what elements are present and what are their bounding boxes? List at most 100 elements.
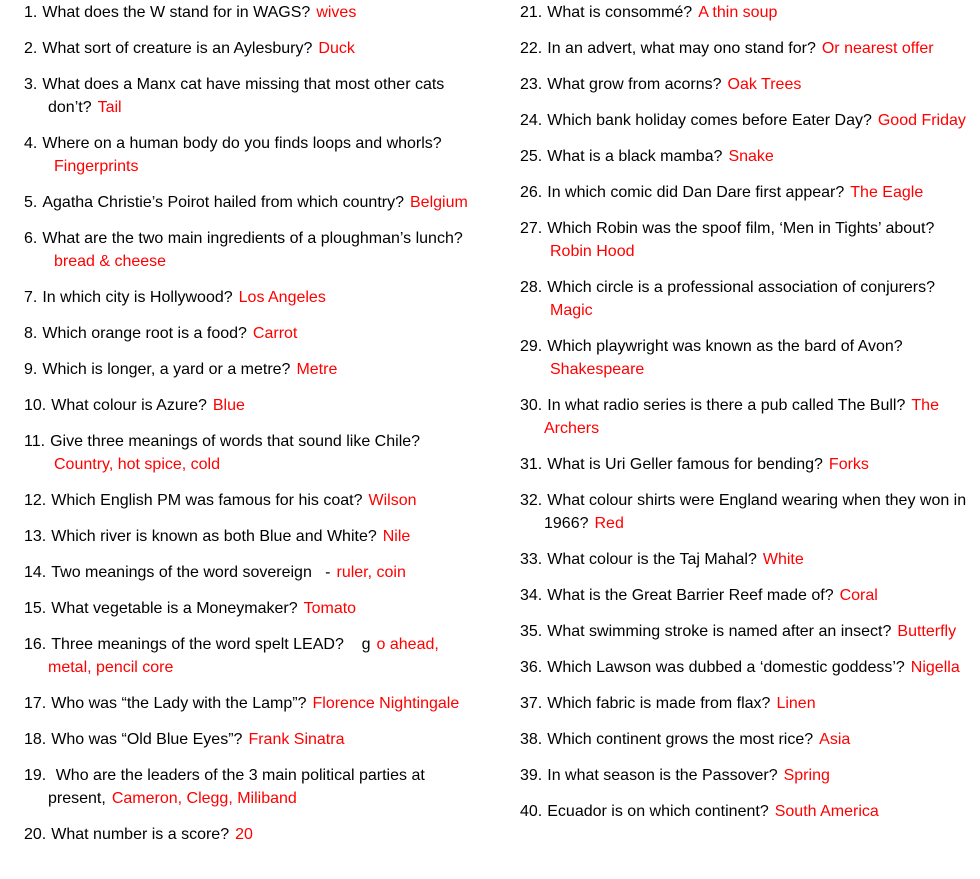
item-number: 11. [24, 433, 46, 450]
quiz-item: 4. Where on a human body do you finds loo… [24, 132, 482, 178]
quiz-item: 9. Which is longer, a yard or a metre? Met… [24, 358, 482, 381]
question: What number is a score? [51, 826, 230, 843]
quiz-item: 26. In which comic did Dan Dare first app… [520, 181, 980, 204]
item-number: 14. [24, 564, 47, 581]
item-number: 36. [520, 659, 543, 676]
answer: Metre [296, 361, 338, 378]
question: In which comic did Dan Dare first appear… [547, 184, 845, 201]
question: Agatha Christie’s Poirot hailed from whi… [42, 194, 404, 211]
quiz-item: 36. Which Lawson was dubbed a ‘domestic g… [520, 656, 980, 679]
quiz-item: 37. Which fabric is made from flax? Linen [520, 692, 980, 715]
item-number: 24. [520, 112, 543, 129]
answer: Forks [828, 456, 869, 473]
quiz-item: 14. Two meanings of the word sovereign - r… [24, 561, 482, 584]
quiz-item: 28. Which circle is a professional associ… [520, 276, 980, 322]
item-number: 17. [24, 695, 47, 712]
question: Give three meanings of words that sound … [50, 433, 421, 450]
quiz-item: 8. Which orange root is a food? Carrot [24, 322, 482, 345]
item-number: 4. [24, 135, 38, 152]
question: What swimming stroke is named after an i… [547, 623, 892, 640]
quiz-item: 39. In what season is the Passover? Spring [520, 764, 980, 787]
answer: Coral [839, 587, 878, 604]
question: What does a Manx cat have missing that m… [42, 76, 449, 116]
answer: Asia [819, 731, 851, 748]
quiz-item: 17. Who was “the Lady with the Lamp”? Flor… [24, 692, 482, 715]
item-number: 13. [24, 528, 47, 545]
item-number: 33. [520, 551, 543, 568]
item-number: 12. [24, 492, 47, 509]
item-number: 37. [520, 695, 543, 712]
question: In an advert, what may ono stand for? [547, 40, 816, 57]
answer: Tail [97, 99, 122, 116]
answer: Linen [776, 695, 816, 712]
question: Which is longer, a yard or a metre? [42, 361, 291, 378]
answer: Or nearest offer [821, 40, 934, 57]
quiz-item: 33. What colour is the Taj Mahal? White [520, 548, 980, 571]
question: Two meanings of the word sovereign - [51, 564, 331, 581]
item-number: 18. [24, 731, 47, 748]
answer: Cameron, Clegg, Miliband [111, 790, 297, 807]
quiz-item: 5. Agatha Christie’s Poirot hailed from w… [24, 191, 482, 214]
right-column: 21. What is consommé? A thin soup 22. In an … [520, 1, 980, 836]
answer: Carrot [252, 325, 298, 342]
answer: The Eagle [850, 184, 924, 201]
item-number: 27. [520, 220, 543, 237]
question: What is Uri Geller famous for bending? [547, 456, 823, 473]
quiz-item: 18. Who was “Old Blue Eyes”? Frank Sinatra [24, 728, 482, 751]
question: Which playwright was known as the bard o… [547, 338, 903, 355]
quiz-item: 34. What is the Great Barrier Reef made o… [520, 584, 980, 607]
answer: Fingerprints [54, 158, 139, 175]
item-number: 2. [24, 40, 38, 57]
quiz-item: 25. What is a black mamba? Snake [520, 145, 980, 168]
quiz-item: 16. Three meanings of the word spelt LEAD… [24, 633, 482, 679]
answer: Blue [212, 397, 245, 414]
item-number: 7. [24, 289, 38, 306]
item-number: 32. [520, 492, 543, 509]
question: Which Robin was the spoof film, ‘Men in … [547, 220, 935, 237]
answer: bread & cheese [54, 253, 167, 270]
question: In which city is Hollywood? [42, 289, 233, 306]
quiz-item: 19. Who are the leaders of the 3 main po… [24, 764, 482, 810]
answer: Butterfly [897, 623, 957, 640]
quiz-item: 23. What grow from acorns? Oak Trees [520, 73, 980, 96]
answer: wives [316, 4, 357, 21]
answer: Oak Trees [727, 76, 802, 93]
question: In what radio series is there a pub call… [547, 397, 906, 414]
quiz-item: 32. What colour shirts were England weari… [520, 489, 980, 535]
quiz-item: 2. What sort of creature is an Aylesbury?… [24, 37, 482, 60]
answer: A thin soup [698, 4, 778, 21]
quiz-item: 31. What is Uri Geller famous for bending… [520, 453, 980, 476]
answer: ruler, coin [336, 564, 406, 581]
quiz-item: 7. In which city is Hollywood? Los Angeles [24, 286, 482, 309]
item-number: 21. [520, 4, 543, 21]
answer: Country, hot spice, cold [54, 456, 221, 473]
question: What sort of creature is an Aylesbury? [42, 40, 313, 57]
question: Which fabric is made from flax? [547, 695, 771, 712]
answer: South America [774, 803, 879, 820]
item-number: 35. [520, 623, 543, 640]
question: What are the two main ingredients of a p… [42, 230, 463, 247]
quiz-item: 3. What does a Manx cat have missing that… [24, 73, 482, 119]
quiz-item: 21. What is consommé? A thin soup [520, 1, 980, 24]
question: Which orange root is a food? [42, 325, 247, 342]
answer: Wilson [368, 492, 417, 509]
item-number: 9. [24, 361, 38, 378]
answer: Shakespeare [550, 361, 645, 378]
question: Which bank holiday comes before Eater Da… [547, 112, 872, 129]
item-number: 15. [24, 600, 47, 617]
answer: White [762, 551, 804, 568]
quiz-item: 40. Ecuador is on which continent? South A… [520, 800, 980, 823]
question: Who are the leaders of the 3 main politi… [48, 767, 430, 807]
item-number: 20. [24, 826, 47, 843]
answer: Robin Hood [550, 243, 635, 260]
quiz-item: 13. Which river is known as both Blue and… [24, 525, 482, 548]
item-number: 25. [520, 148, 543, 165]
answer: Spring [783, 767, 830, 784]
question: Who was “the Lady with the Lamp”? [51, 695, 307, 712]
quiz-item: 30. In what radio series is there a pub c… [520, 394, 980, 440]
answer: Los Angeles [238, 289, 326, 306]
answer: Duck [318, 40, 355, 57]
item-number: 16. [24, 636, 47, 653]
item-number: 6. [24, 230, 38, 247]
question: What grow from acorns? [547, 76, 722, 93]
